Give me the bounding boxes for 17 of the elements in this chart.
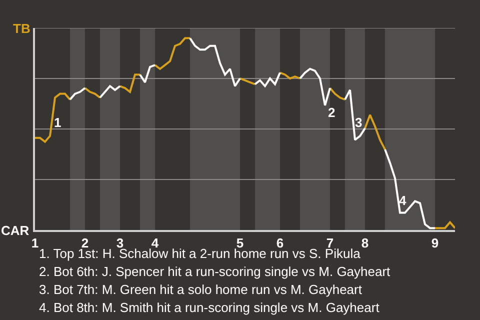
x-tick-label: 8	[361, 235, 369, 250]
text: 2. Bot 6th: J. Spencer hit a run-scoring single vs M. Gayheart	[39, 264, 391, 279]
text: TB	[13, 21, 30, 36]
text: 4. Bot 8th: M. Smith hit a run-scoring single vs M. Gayheart	[39, 300, 380, 315]
annotation: 3	[355, 115, 362, 130]
x-tick-label: 5	[236, 235, 244, 250]
annotation: 4	[399, 193, 407, 208]
x-tick-label: 6	[276, 235, 284, 250]
x-tick-label: 1	[31, 235, 39, 250]
text: CAR	[1, 223, 30, 238]
x-tick-label: 9	[431, 235, 439, 250]
x-tick-label: 7	[326, 235, 334, 250]
annotation: 1	[54, 115, 62, 130]
text: 3. Bot 7th: M. Green hit a solo home run vs M. Gayheart	[39, 282, 362, 297]
x-tick-label: 4	[151, 235, 160, 250]
x-tick-label: 2	[81, 235, 89, 250]
annotation: 2	[328, 105, 336, 120]
